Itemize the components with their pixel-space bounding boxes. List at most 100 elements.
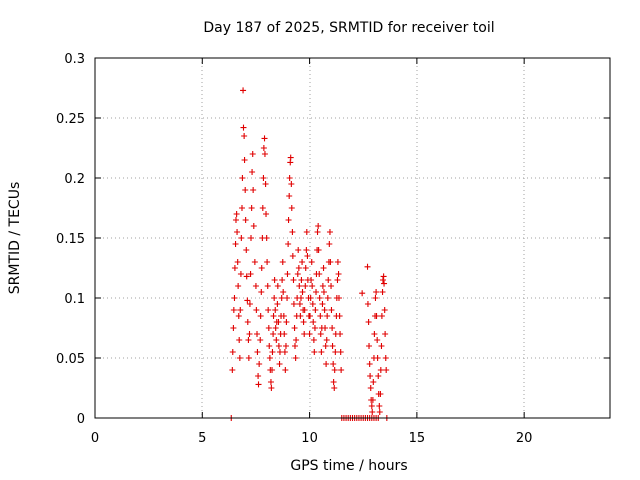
data-point [242,187,249,193]
y-tick-label: 0.3 [64,52,85,67]
data-point [280,313,287,319]
data-point [268,385,275,391]
data-point [258,265,265,271]
data-point [366,343,373,349]
data-point [299,259,306,265]
data-point [324,313,331,319]
data-point [331,385,338,391]
x-tick-label: 15 [409,431,426,446]
data-point [319,283,326,289]
data-point [322,325,329,331]
data-point [280,289,287,295]
data-point [254,349,261,355]
data-point [287,154,294,161]
data-point [378,313,385,319]
data-point [278,295,285,301]
data-point [266,343,273,349]
data-point [302,283,309,289]
data-point [230,307,237,313]
y-axis-title: SRMTID / TECUs [7,182,23,295]
data-point [325,277,332,283]
data-point [316,295,323,301]
data-point [285,241,292,247]
data-point [236,337,243,343]
data-point [323,337,330,343]
data-point [315,223,322,229]
data-point [262,181,269,187]
data-point [375,373,382,379]
data-point [367,373,374,379]
data-point [234,259,241,265]
data-point [271,295,278,301]
data-point [229,349,236,355]
data-point [381,307,388,313]
data-point [380,273,387,280]
data-point [240,87,247,94]
data-point [317,313,324,319]
y-tick-label: 0.2 [64,172,85,187]
data-point [326,229,333,235]
data-point [288,205,295,211]
data-point [374,355,381,361]
data-point [311,349,318,355]
data-point [245,355,252,361]
data-point [383,367,390,373]
data-point [229,367,236,373]
data-point [304,253,311,259]
data-point [365,319,372,325]
data-point [309,301,316,307]
x-tick-label: 10 [301,431,318,446]
data-point [257,313,264,319]
data-point [231,295,238,301]
data-point [335,271,342,277]
data-point [269,349,276,355]
data-point [270,331,277,337]
x-ticks: 0 5 10 15 20 [91,58,532,446]
data-point [290,301,297,307]
data-point [317,331,324,337]
data-point [274,301,281,307]
data-point [378,343,385,349]
data-point [265,307,272,313]
data-point [254,331,261,337]
data-point [235,313,242,319]
data-point [252,283,259,289]
y-tick-label: 0.1 [64,292,85,307]
data-point [276,361,283,367]
x-axis-title: GPS time / hours [290,458,407,474]
x-tick-label: 0 [91,431,99,446]
data-point [257,337,264,343]
y-ticks: 0 0.05 0.1 0.15 0.2 0.25 0.3 [56,52,610,427]
data-point [334,259,341,265]
data-point [230,325,237,331]
chart-title: Day 187 of 2025, SRMTID for receiver toi… [203,20,494,36]
data-point [283,319,290,325]
data-point [296,301,303,307]
data-point [256,361,263,367]
data-point [246,301,253,307]
data-point [275,319,282,325]
data-point [372,295,379,301]
plot-frame [94,57,611,419]
data-point [269,367,276,373]
data-point [282,367,289,373]
data-point [381,280,388,287]
data-point [288,181,295,187]
data-point [299,289,306,295]
data-point [292,355,299,361]
data-point [263,211,270,217]
data-point [320,289,327,295]
data-point [306,331,313,337]
data-point [334,277,341,283]
grid [95,58,610,418]
data-point [332,349,339,355]
data-point [376,409,383,415]
data-point [324,295,331,301]
data-point [236,355,243,361]
data-point [264,283,271,289]
data-point [263,235,270,241]
data-point [368,403,375,409]
data-point [320,265,327,271]
data-point [243,247,250,253]
